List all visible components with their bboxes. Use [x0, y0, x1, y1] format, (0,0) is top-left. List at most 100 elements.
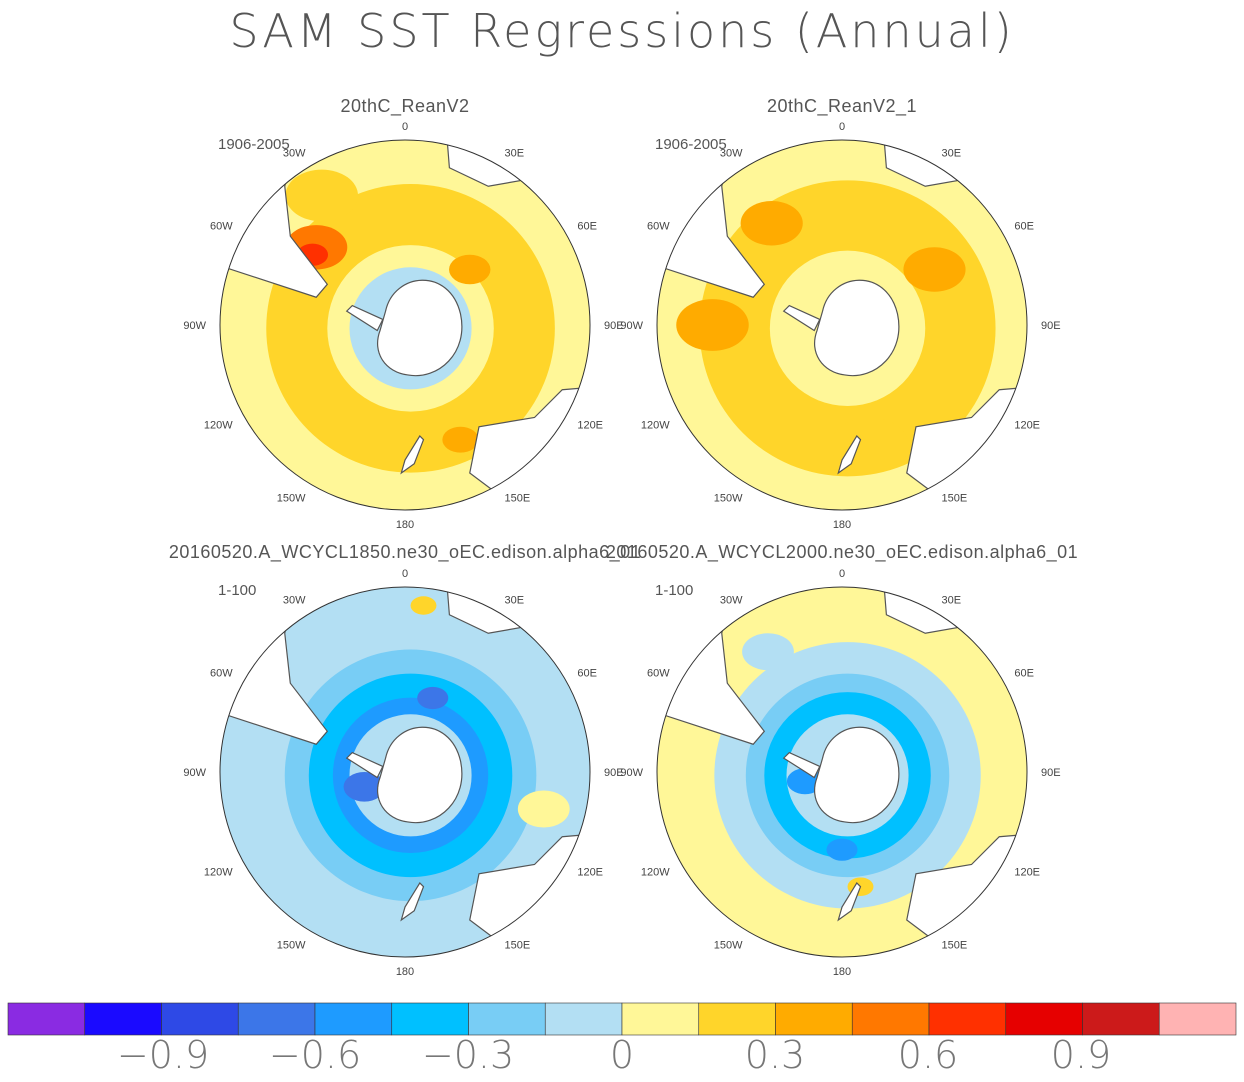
period-label-3: 1-100: [218, 582, 257, 599]
panel-title-1: 20thC_ReanV2: [340, 96, 470, 116]
longitude-label: 150W: [277, 492, 306, 504]
antarctica-landmass: [377, 279, 463, 377]
antarctic-peninsula: [345, 304, 384, 332]
antarctica-landmass: [814, 726, 900, 824]
longitude-label: 150W: [714, 939, 743, 951]
colorbar-swatch: [775, 1002, 853, 1036]
longitude-label: 120W: [641, 420, 670, 432]
panel-title-3: 20160520.A_WCYCL1850.ne30_oEC.edison.alp…: [168, 542, 642, 562]
map-boundary: [219, 586, 591, 958]
map-boundary: [656, 139, 1028, 511]
new-zealand-landmass: [400, 435, 425, 475]
longitude-label: 90E: [1041, 320, 1061, 332]
longitude-label: 120E: [577, 420, 603, 432]
longitude-label: 180: [396, 519, 414, 531]
sst-anomaly-patch: [285, 169, 359, 222]
longitude-label: 120W: [204, 420, 233, 432]
longitude-label: 0: [402, 568, 408, 580]
colorbar-swatch: [161, 1002, 239, 1036]
longitude-label: 180: [396, 966, 414, 978]
sst-anomaly-patch: [903, 247, 966, 292]
colorbar-swatch: [698, 1002, 776, 1036]
longitude-label: 120E: [1014, 867, 1040, 879]
longitude-label: 60W: [647, 221, 670, 233]
colorbar-tick-label: 0.6: [897, 1033, 959, 1077]
colorbar-swatch: [928, 1002, 1007, 1036]
sst-anomaly-patch: [740, 201, 803, 246]
sst-anomaly-patch: [742, 633, 794, 671]
longitude-label: 30E: [505, 595, 525, 607]
sst-anomaly-patch: [517, 790, 570, 828]
antarctica-landmass: [814, 279, 900, 377]
longitude-label: 30W: [283, 148, 306, 160]
figure-title: SAM SST Regressions (Annual): [229, 4, 1015, 58]
colorbar-swatch: [391, 1002, 469, 1036]
colorbar-swatch: [544, 1002, 623, 1036]
new-zealand-landmass: [837, 882, 862, 922]
new-zealand-landmass: [837, 435, 862, 475]
antarctic-peninsula: [345, 751, 384, 779]
longitude-label: 90E: [604, 767, 624, 779]
polar-map-panel: [220, 587, 590, 957]
longitude-label: 120W: [641, 867, 670, 879]
antarctic-peninsula: [782, 751, 821, 779]
longitude-label: 60E: [577, 221, 597, 233]
colorbar-swatch: [621, 1002, 700, 1036]
colorbar-tick-label: −0.9: [116, 1033, 210, 1077]
longitude-label: 90W: [620, 320, 643, 332]
longitude-label: 90W: [183, 767, 206, 779]
longitude-label: 150E: [505, 939, 531, 951]
colorbar-swatch: [1005, 1002, 1083, 1036]
sst-anomaly-patch: [343, 772, 386, 802]
longitude-label: 0: [839, 121, 845, 133]
antarctic-peninsula: [782, 304, 821, 332]
colorbar-swatch: [1158, 1002, 1237, 1036]
longitude-label: 150E: [942, 492, 968, 504]
longitude-label: 120W: [204, 867, 233, 879]
colorbar-swatch: [1082, 1002, 1160, 1036]
longitude-label: 180: [833, 966, 851, 978]
antarctica-landmass: [377, 726, 463, 824]
longitude-label: 150E: [505, 492, 531, 504]
longitude-label: 0: [839, 568, 845, 580]
colorbar-swatch: [7, 1002, 86, 1036]
panel-title-2: 20thC_ReanV2_1: [766, 96, 918, 116]
longitude-label: 30W: [283, 595, 306, 607]
longitude-label: 120E: [577, 867, 603, 879]
colorbar-tick-label: −0.3: [421, 1033, 515, 1077]
longitude-label: 150E: [942, 939, 968, 951]
longitude-label: 60E: [1014, 221, 1034, 233]
longitude-label: 60E: [1014, 668, 1034, 680]
longitude-label: 90E: [1041, 767, 1061, 779]
longitude-label: 30W: [720, 595, 743, 607]
sst-anomaly-patch: [676, 299, 749, 351]
longitude-label: 90E: [604, 320, 624, 332]
longitude-label: 60W: [210, 221, 233, 233]
longitude-label: 90W: [620, 767, 643, 779]
colorbar-swatch: [314, 1002, 393, 1036]
longitude-label: 120E: [1014, 420, 1040, 432]
polar-map-panel: [657, 587, 1027, 957]
longitude-label: 30E: [505, 148, 525, 160]
colorbar-tick-label: 0: [609, 1033, 635, 1077]
longitude-label: 180: [833, 519, 851, 531]
longitude-label: 60W: [647, 668, 670, 680]
colorbar-tick-label: −0.6: [268, 1033, 362, 1077]
colorbar-swatch: [851, 1002, 930, 1036]
longitude-label: 150W: [277, 939, 306, 951]
colorbar-tick-label: 0.9: [1050, 1033, 1112, 1077]
sst-anomaly-patch: [442, 426, 479, 453]
longitude-label: 60W: [210, 668, 233, 680]
sst-anomaly-patch: [826, 838, 858, 861]
longitude-label: 0: [402, 121, 408, 133]
sst-anomaly-patch: [410, 596, 437, 615]
polar-map-panel: [220, 140, 590, 510]
colorbar-tick-label: 0.3: [744, 1033, 806, 1077]
longitude-label: 30E: [942, 595, 962, 607]
period-label-1: 1906-2005: [218, 136, 290, 153]
map-boundary: [219, 139, 591, 511]
longitude-label: 90W: [183, 320, 206, 332]
colorbar-swatch: [84, 1002, 162, 1036]
longitude-label: 60E: [577, 668, 597, 680]
